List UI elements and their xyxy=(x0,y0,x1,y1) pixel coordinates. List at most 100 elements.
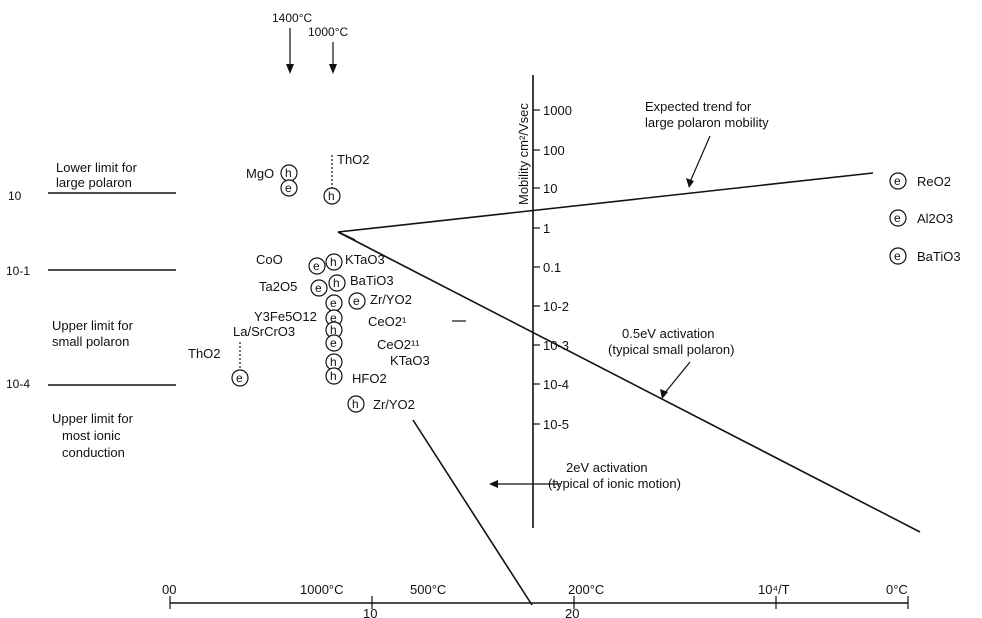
left-value-10-4: 10-4 xyxy=(6,377,30,391)
legend-formula: Al2O3 xyxy=(917,211,953,226)
marker-letter: e xyxy=(285,181,292,195)
large-polaron-trend-line xyxy=(337,172,874,233)
electron-marker xyxy=(889,247,907,265)
legend: e ReO2 e Al2O3 e BaTiO3 xyxy=(889,172,961,265)
marker-letter: e xyxy=(353,294,360,308)
tick-label: 10-4 xyxy=(543,377,569,392)
electron-marker xyxy=(308,257,326,275)
temp-label: 1000°C xyxy=(300,582,344,597)
marker-letter: e xyxy=(315,281,322,295)
material-label: La/SrCrO3 xyxy=(233,324,295,339)
material-label: MgO xyxy=(246,166,274,181)
ionic-trend-line xyxy=(412,419,533,606)
marker-letter: e xyxy=(894,174,901,188)
left-value-10-1: 10-1 xyxy=(6,264,30,278)
small-polaron-annotation: 0.5eV activation xyxy=(622,326,715,341)
electron-marker xyxy=(310,279,328,297)
electron-marker xyxy=(231,369,249,387)
trend-origin-tick xyxy=(337,231,356,241)
temp-1400-label: 1400°C xyxy=(272,11,312,25)
temp-1000-label: 1000°C xyxy=(308,25,348,39)
marker-letter: e xyxy=(236,371,243,385)
hole-marker xyxy=(323,187,341,205)
ionic-annotation: 2eV activation xyxy=(566,460,648,475)
tick-label: 1 xyxy=(543,221,550,236)
mobility-axis-label: Mobility cm²/Vsec xyxy=(516,103,531,205)
electron-marker xyxy=(280,179,298,197)
small-polaron-annotation: (typical small polaron) xyxy=(608,342,734,357)
material-labels: MgO ThO2 CoO KTaO3 Ta2O5 BaTiO3 Zr/YO2 Y… xyxy=(188,152,430,412)
small-polaron-arrow xyxy=(663,361,691,395)
temp-1000-arrowhead xyxy=(329,64,337,74)
marker-letter: h xyxy=(330,323,337,337)
material-label: CeO2¹ xyxy=(368,314,407,329)
material-label: Ta2O5 xyxy=(259,279,297,294)
mobility-ticks: 1000 100 10 1 0.1 10-2 10-3 10-4 10-5 xyxy=(533,103,572,432)
lower-limit-label: large polaron xyxy=(56,175,132,190)
tick-label: 1000 xyxy=(543,103,572,118)
marker-letter: h xyxy=(330,369,337,383)
axis-unit: 10⁴/T xyxy=(758,582,790,597)
upper-limit-ionic-label: most ionic xyxy=(62,428,121,443)
marker-letter: h xyxy=(330,355,337,369)
material-label: Y3Fe5O12 xyxy=(254,309,317,324)
material-label: ThO2 xyxy=(188,346,221,361)
upper-limit-ionic-label: conduction xyxy=(62,445,125,460)
ionic-annotation: (typical of ionic motion) xyxy=(548,476,681,491)
upper-limit-small-label: Upper limit for xyxy=(52,318,134,333)
marker-letter: h xyxy=(328,189,335,203)
legend-formula: BaTiO3 xyxy=(917,249,961,264)
hole-marker xyxy=(325,253,343,271)
axis-number: 20 xyxy=(565,606,579,618)
material-label: KTaO3 xyxy=(345,252,385,267)
electron-marker xyxy=(889,172,907,190)
marker-letter: h xyxy=(330,255,337,269)
marker-letter: h xyxy=(333,276,340,290)
marker-letter: e xyxy=(330,336,337,350)
marker-letter: e xyxy=(894,249,901,263)
material-label: Zr/YO2 xyxy=(370,292,412,307)
marker-letter: h xyxy=(285,166,292,180)
electron-marker xyxy=(889,209,907,227)
temp-label: 500°C xyxy=(410,582,446,597)
large-polaron-annotation: Expected trend for xyxy=(645,99,752,114)
legend-formula: ReO2 xyxy=(917,174,951,189)
bottom-axis: 00 1000°C 500°C 200°C 0°C 10 20 10⁴/T xyxy=(162,582,909,618)
hole-marker xyxy=(325,367,343,385)
marker-letter: e xyxy=(894,211,901,225)
material-label: ThO2 xyxy=(337,152,370,167)
tick-label: 100 xyxy=(543,143,565,158)
marker-letter: e xyxy=(330,311,337,325)
large-polaron-arrowhead xyxy=(686,178,694,188)
marker-letter: h xyxy=(352,397,359,411)
left-value-10: 10 xyxy=(8,189,22,203)
tick-label: 10-2 xyxy=(543,299,569,314)
temp-label: 00 xyxy=(162,582,176,597)
large-polaron-annotation: large polaron mobility xyxy=(645,115,769,130)
marker-letter: e xyxy=(330,296,337,310)
material-label: BaTiO3 xyxy=(350,273,394,288)
hole-marker xyxy=(328,274,346,292)
ionic-arrowhead xyxy=(489,480,498,488)
material-label: KTaO3 xyxy=(390,353,430,368)
temp-1400-arrowhead xyxy=(286,64,294,74)
small-polaron-arrowhead xyxy=(660,389,668,399)
carrier-markers: h e h e h e h e e e h e h h e h xyxy=(231,164,366,413)
material-label: CoO xyxy=(256,252,283,267)
tick-label: 0.1 xyxy=(543,260,561,275)
upper-limit-small-label: small polaron xyxy=(52,334,129,349)
hole-marker xyxy=(347,395,365,413)
axis-number: 10 xyxy=(363,606,377,618)
left-scale: 10 Lower limit for large polaron 10-1 Up… xyxy=(6,160,176,460)
lower-limit-label: Lower limit for xyxy=(56,160,138,175)
material-label: HFO2 xyxy=(352,371,387,386)
tick-label: 10-5 xyxy=(543,417,569,432)
tick-label: 10 xyxy=(543,181,557,196)
material-label: Zr/YO2 xyxy=(373,397,415,412)
upper-limit-ionic-label: Upper limit for xyxy=(52,411,134,426)
temp-label: 200°C xyxy=(568,582,604,597)
electron-marker xyxy=(348,292,366,310)
large-polaron-arrow xyxy=(689,135,711,183)
temp-label: 0°C xyxy=(886,582,908,597)
